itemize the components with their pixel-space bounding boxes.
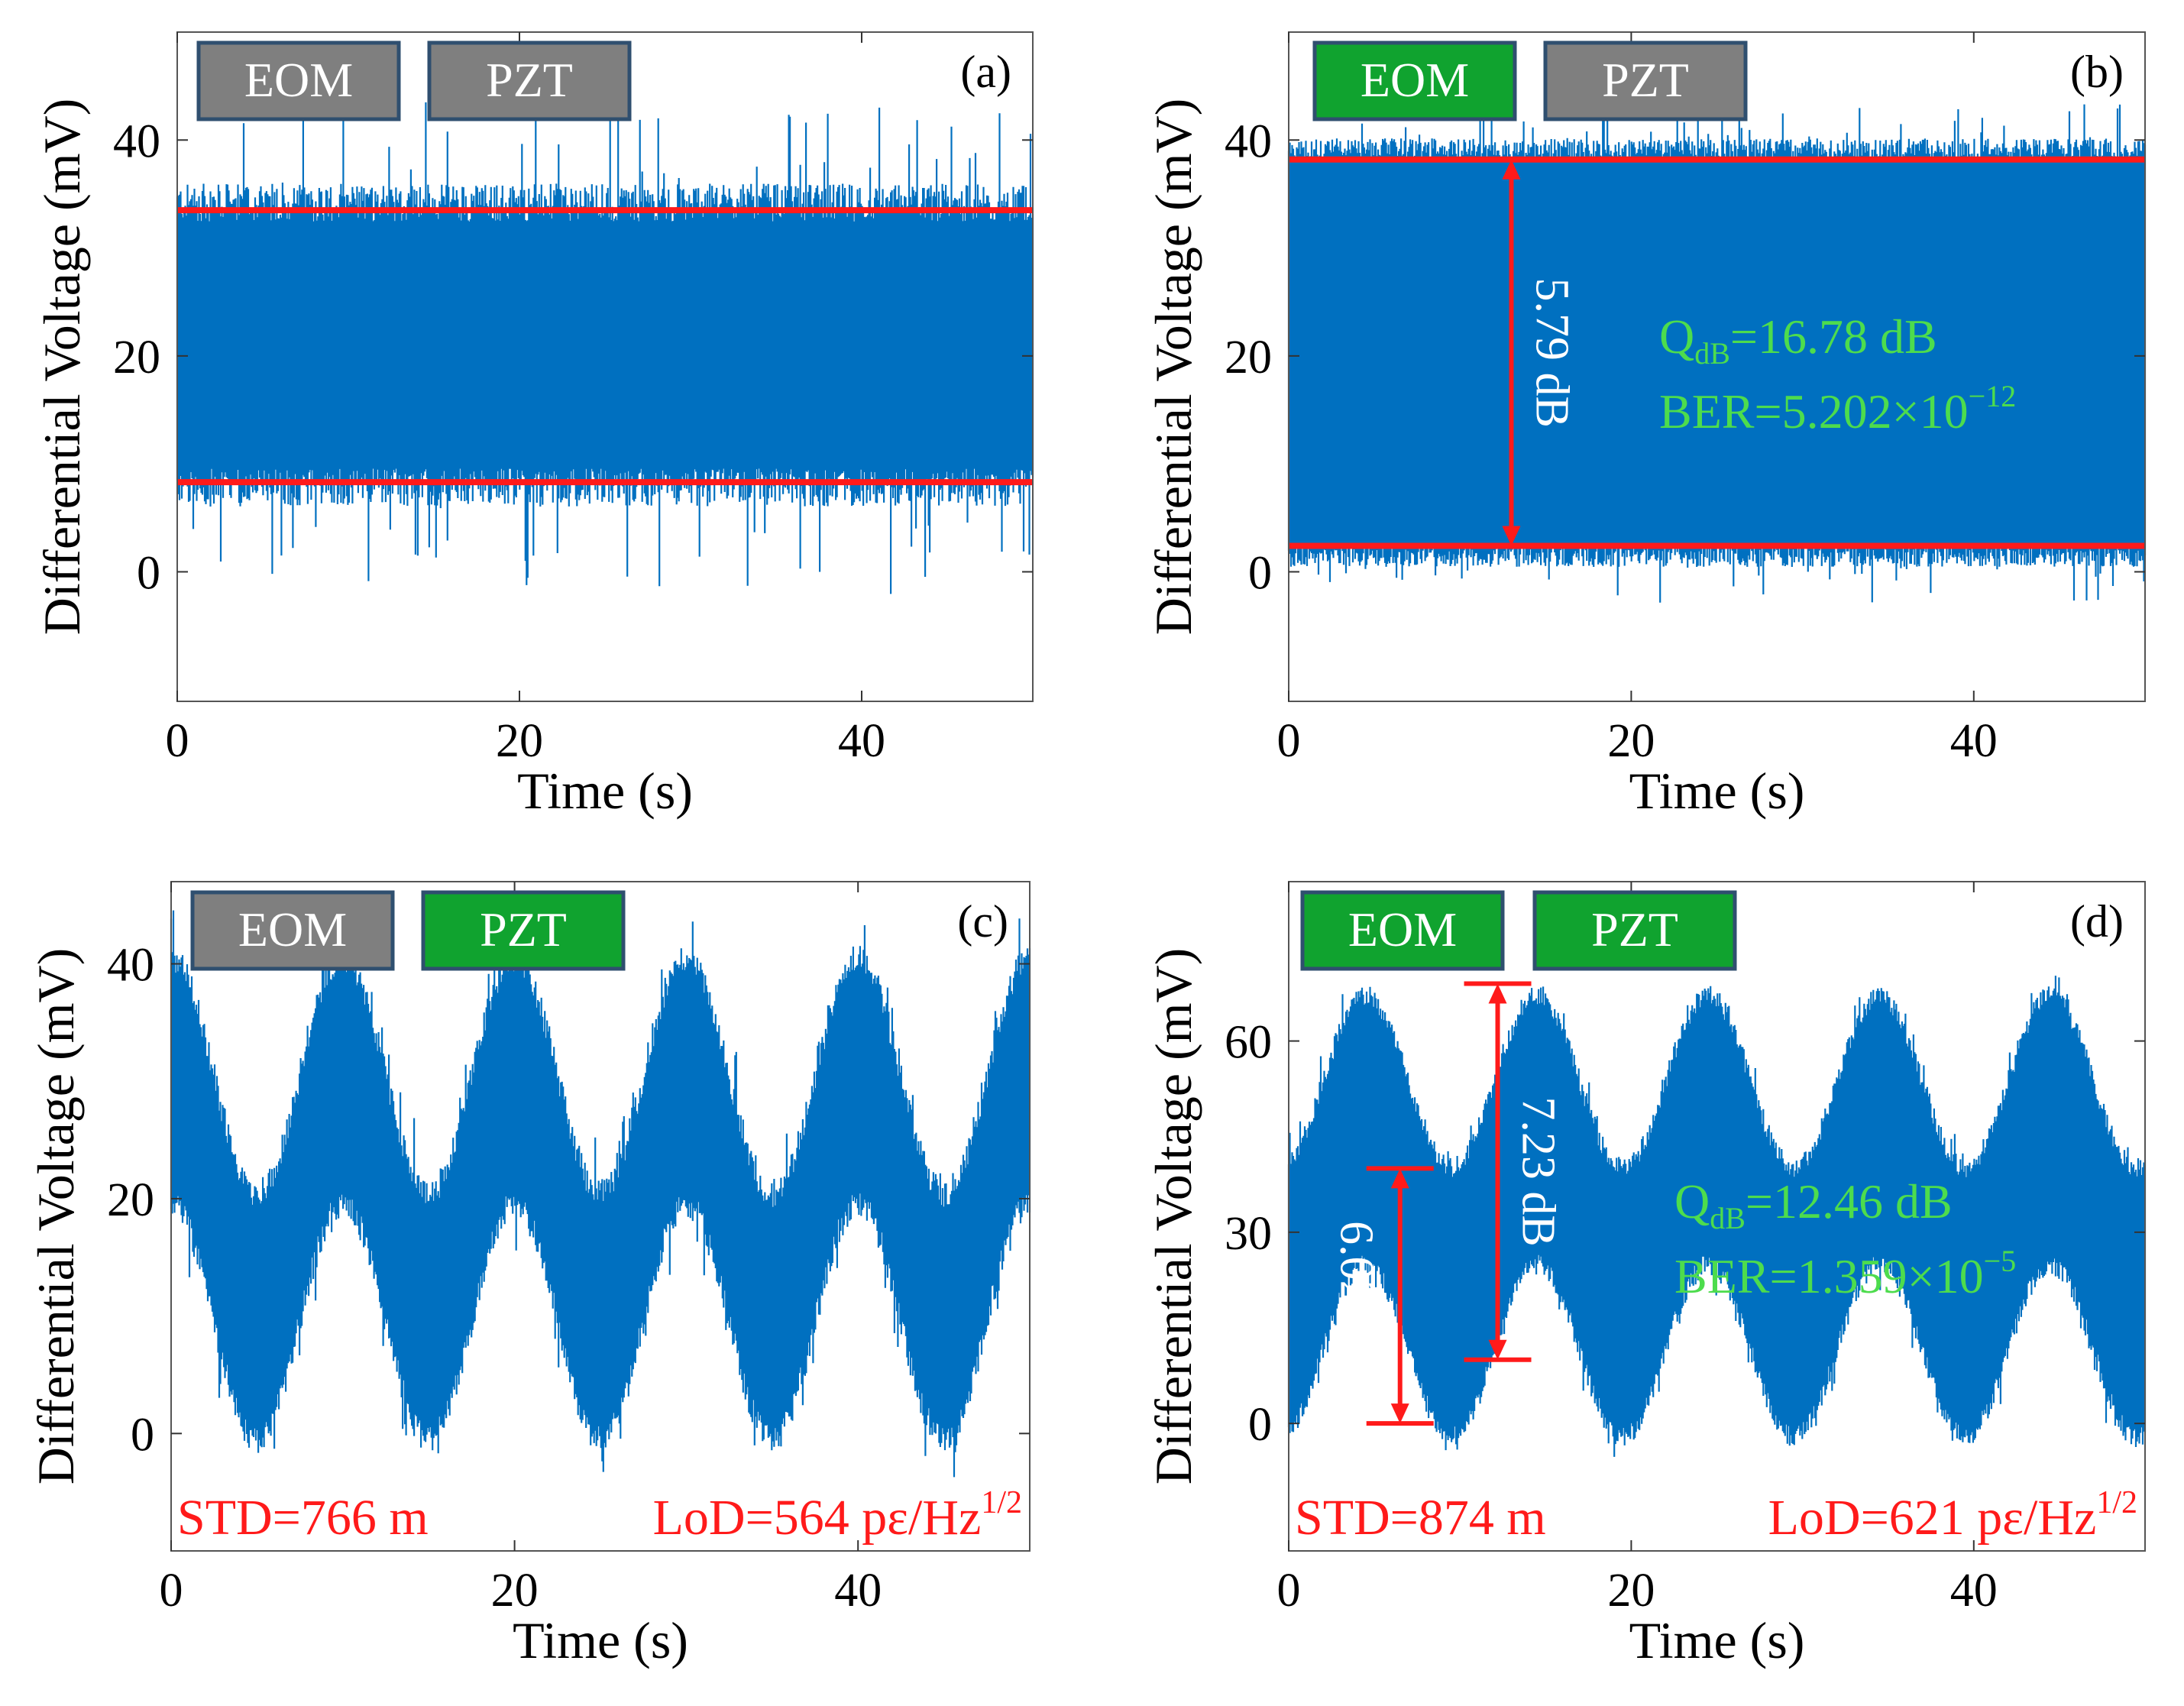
eom-tag-label-d: EOM	[1348, 902, 1457, 957]
y-tick-label: 0	[131, 1409, 154, 1461]
x-tick-label: 20	[1607, 715, 1655, 767]
extinction-label-b: 5.79 dB	[1526, 277, 1577, 427]
ber-metric-d: BER=1.359×10−5	[1674, 1244, 2016, 1303]
pzt-tag-a	[427, 40, 632, 121]
arrow-head-up	[1390, 1168, 1409, 1189]
x-axis-label-b: Time (s)	[1629, 762, 1805, 820]
pzt-tag-label-b: PZT	[1602, 53, 1689, 107]
x-tick-label: 40	[1950, 715, 1998, 767]
x-tick-label: 20	[496, 715, 543, 767]
std-footer-c: STD=766 m	[177, 1490, 429, 1546]
eom-tag-c	[190, 890, 395, 971]
eom-tag-label-c: EOM	[238, 902, 347, 957]
pzt-tag-label-a: PZT	[486, 53, 573, 107]
plot-frame-b	[1288, 31, 2146, 702]
lod-footer-d: LoD=621 pε/Hz1/2	[1768, 1485, 2137, 1546]
eom-tag-a	[196, 40, 401, 121]
panel-label-d: (d)	[2070, 896, 2124, 947]
x-axis-label-a: Time (s)	[517, 762, 693, 820]
panel-label-b: (b)	[2070, 47, 2124, 97]
arrow-head-down	[1390, 1403, 1409, 1424]
y-tick-label: 0	[1248, 547, 1272, 599]
x-axis-label-d: Time (s)	[1629, 1611, 1805, 1669]
eom-tag-b	[1312, 40, 1517, 121]
pzt-tag-label-c: PZT	[480, 902, 567, 957]
y-tick-label: 20	[107, 1174, 154, 1226]
std-footer-d: STD=874 m	[1295, 1490, 1546, 1546]
pzt-tag-c	[421, 890, 626, 971]
pzt-tag-label-d: PZT	[1591, 902, 1678, 957]
lod-footer-c: LoD=564 pε/Hz1/2	[653, 1485, 1022, 1546]
y-tick-label: 40	[1225, 115, 1272, 167]
mode-tags-a: EOM PZT	[196, 40, 632, 121]
eom-tag-label-b: EOM	[1361, 53, 1469, 107]
panel-c: 0 20 40 0 20 40 STD=766 m LoD=564 pε/Hz1/2 EO…	[27, 881, 1031, 1669]
y-tick-label: 0	[1248, 1399, 1272, 1451]
plot-frame-d	[1288, 881, 2146, 1552]
x-tick-label: 0	[1277, 1565, 1301, 1617]
plot-frame-c	[170, 881, 1031, 1552]
x-tick-label: 20	[491, 1565, 539, 1617]
extinction-label-d-1: 6.02 dB	[1331, 1221, 1383, 1371]
y-axis-label-b: Differential Voltage (mV)	[1144, 99, 1202, 635]
x-axis-label-c: Time (s)	[513, 1611, 688, 1669]
y-tick-label: 40	[113, 115, 160, 167]
x-tick-label: 40	[834, 1565, 882, 1617]
panel-b: 0 20 40 0 20 40 5.79 dB QdB=16.78 dB BER=5.20…	[1144, 31, 2147, 820]
axis-ticks-d: 0 20 40 0 30 60	[1225, 882, 2145, 1617]
x-tick-label: 20	[1607, 1565, 1655, 1617]
eom-tag-d	[1300, 890, 1505, 971]
signal-trace-path	[170, 910, 1031, 1478]
x-tick-label: 0	[160, 1565, 183, 1617]
x-tick-label: 40	[1950, 1565, 1998, 1617]
mode-tags-d: EOM PZT	[1300, 890, 1737, 971]
band-lines-a	[177, 207, 1033, 486]
axis-ticks-b: 0 20 40 0 20 40	[1225, 32, 2145, 767]
arrows-d	[1366, 981, 1532, 1426]
eom-tag-label-a: EOM	[244, 53, 353, 107]
q-metric-d: QdB=12.46 dB	[1674, 1174, 1953, 1235]
ber-metric-b: BER=5.202×10−12	[1659, 379, 2016, 439]
y-axis-label-d: Differential Voltage (mV)	[1144, 948, 1202, 1484]
y-tick-label: 0	[137, 547, 160, 599]
panel-label-a: (a)	[960, 47, 1011, 97]
arrow-head-up	[1502, 159, 1521, 180]
axis-ticks-c: 0 20 40 0 20 40	[107, 882, 1030, 1617]
extinction-label-d-2: 7.23 dB	[1513, 1096, 1564, 1246]
y-tick-label: 60	[1225, 1017, 1272, 1069]
arrow-head-down	[1502, 526, 1521, 546]
band-lines-b	[1289, 156, 2145, 549]
y-axis-label-a: Differential Voltage (mV)	[33, 99, 91, 635]
mode-tags-b: EOM PZT	[1312, 40, 1748, 121]
arrow-head-down	[1488, 1339, 1507, 1360]
signal-trace-c	[170, 910, 1031, 1478]
axis-ticks-a: 0 20 40 0 20 40	[113, 32, 1033, 767]
x-tick-label: 40	[838, 715, 885, 767]
mode-tags-c: EOM PZT	[190, 890, 626, 971]
panel-label-c: (c)	[957, 896, 1008, 947]
y-tick-label: 20	[113, 332, 160, 384]
y-tick-label: 30	[1225, 1208, 1272, 1260]
y-axis-label-c: Differential Voltage (mV)	[27, 948, 85, 1484]
signal-trace-a	[176, 92, 1034, 594]
panel-a: 0 20 40 0 20 40 EOM PZT (a) Differential Volt…	[33, 31, 1034, 820]
arrows-b	[1502, 159, 1521, 546]
y-tick-label: 40	[107, 940, 154, 992]
q-metric-b: QdB=16.78 dB	[1659, 309, 1937, 371]
pzt-tag-b	[1543, 40, 1748, 121]
pzt-tag-d	[1532, 890, 1737, 971]
plot-frame-a	[176, 31, 1034, 702]
arrow-head-up	[1488, 983, 1507, 1004]
y-tick-label: 20	[1225, 332, 1272, 384]
x-tick-label: 0	[166, 715, 189, 767]
x-tick-label: 0	[1277, 715, 1301, 767]
signal-trace-path	[176, 92, 1034, 594]
